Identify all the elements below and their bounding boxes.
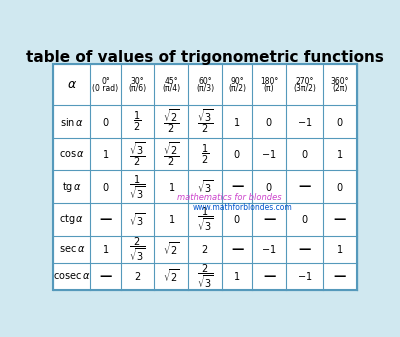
Text: www.mathforblondes.com: www.mathforblondes.com — [192, 203, 292, 212]
Text: $\sqrt{2}$: $\sqrt{2}$ — [163, 268, 180, 284]
Text: $1$: $1$ — [336, 148, 344, 160]
Text: 60°: 60° — [198, 77, 212, 86]
Text: —: — — [334, 213, 346, 226]
Text: —: — — [99, 213, 112, 226]
Text: $0$: $0$ — [233, 213, 241, 225]
Text: $0$: $0$ — [301, 213, 308, 225]
Text: (3π/2): (3π/2) — [293, 84, 316, 93]
Text: —: — — [334, 270, 346, 282]
Text: $1$: $1$ — [168, 181, 175, 193]
Text: $\sqrt{2}$: $\sqrt{2}$ — [163, 241, 180, 257]
Text: $\sin\alpha$: $\sin\alpha$ — [60, 116, 84, 128]
Text: $0$: $0$ — [102, 181, 109, 193]
Text: $\dfrac{1}{\sqrt{3}}$: $\dfrac{1}{\sqrt{3}}$ — [197, 206, 213, 233]
Text: $0$: $0$ — [265, 116, 273, 128]
Text: $\dfrac{2}{\sqrt{3}}$: $\dfrac{2}{\sqrt{3}}$ — [129, 235, 146, 263]
Text: $0$: $0$ — [233, 148, 241, 160]
Text: $\cos\alpha$: $\cos\alpha$ — [58, 149, 85, 159]
Bar — [53, 64, 357, 289]
Text: $1$: $1$ — [336, 243, 344, 255]
Text: $\mathrm{cosec}\,\alpha$: $\mathrm{cosec}\,\alpha$ — [53, 271, 90, 281]
Text: $\dfrac{\sqrt{3}}{2}$: $\dfrac{\sqrt{3}}{2}$ — [197, 108, 213, 135]
Text: $0$: $0$ — [102, 116, 109, 128]
Text: 30°: 30° — [131, 77, 144, 86]
Text: $2$: $2$ — [201, 243, 209, 255]
Text: $1$: $1$ — [234, 116, 241, 128]
Text: 0°: 0° — [101, 77, 110, 86]
Text: $\mathrm{ctg}\,\alpha$: $\mathrm{ctg}\,\alpha$ — [59, 212, 84, 226]
Text: $2$: $2$ — [134, 270, 141, 282]
Text: $\dfrac{1}{2}$: $\dfrac{1}{2}$ — [133, 110, 142, 133]
Text: —: — — [263, 270, 275, 282]
Text: $1$: $1$ — [168, 213, 175, 225]
Text: $-1$: $-1$ — [297, 270, 312, 282]
Text: $1$: $1$ — [102, 243, 109, 255]
Text: (π): (π) — [264, 84, 274, 93]
Text: $\mathrm{tg}\,\alpha$: $\mathrm{tg}\,\alpha$ — [62, 180, 82, 194]
Text: $\dfrac{1}{2}$: $\dfrac{1}{2}$ — [201, 143, 209, 166]
Text: $\alpha$: $\alpha$ — [67, 78, 77, 91]
Text: (2π): (2π) — [332, 84, 348, 93]
Text: —: — — [298, 180, 311, 193]
Text: $0$: $0$ — [265, 181, 273, 193]
Text: (π/6): (π/6) — [128, 84, 146, 93]
Text: $\sqrt{3}$: $\sqrt{3}$ — [129, 211, 146, 228]
Text: 270°: 270° — [295, 77, 314, 86]
Text: $0$: $0$ — [336, 181, 344, 193]
Text: 180°: 180° — [260, 77, 278, 86]
Text: $\sqrt{3}$: $\sqrt{3}$ — [197, 179, 213, 195]
Text: (π/4): (π/4) — [162, 84, 180, 93]
Text: mathematics for blondes: mathematics for blondes — [178, 193, 282, 202]
Text: $\sec\alpha$: $\sec\alpha$ — [58, 244, 85, 254]
Text: $-1$: $-1$ — [297, 116, 312, 128]
Text: $1$: $1$ — [234, 270, 241, 282]
Text: $0$: $0$ — [336, 116, 344, 128]
Text: —: — — [231, 243, 243, 256]
Text: $-1$: $-1$ — [262, 243, 277, 255]
Text: 90°: 90° — [230, 77, 244, 86]
Text: $\dfrac{\sqrt{2}}{2}$: $\dfrac{\sqrt{2}}{2}$ — [163, 141, 180, 168]
Text: (π/3): (π/3) — [196, 84, 214, 93]
Text: —: — — [263, 213, 275, 226]
Text: $\dfrac{2}{\sqrt{3}}$: $\dfrac{2}{\sqrt{3}}$ — [197, 262, 213, 290]
Text: (0 rad): (0 rad) — [92, 84, 118, 93]
Text: $\dfrac{\sqrt{3}}{2}$: $\dfrac{\sqrt{3}}{2}$ — [129, 141, 146, 168]
Text: (π/2): (π/2) — [228, 84, 246, 93]
Text: $0$: $0$ — [301, 148, 308, 160]
Text: —: — — [298, 243, 311, 256]
Text: table of values of trigonometric functions: table of values of trigonometric functio… — [26, 50, 384, 64]
Text: —: — — [99, 270, 112, 282]
Text: 360°: 360° — [331, 77, 349, 86]
Text: $\dfrac{1}{\sqrt{3}}$: $\dfrac{1}{\sqrt{3}}$ — [129, 173, 146, 201]
Text: $-1$: $-1$ — [262, 148, 277, 160]
Text: 45°: 45° — [164, 77, 178, 86]
Text: $\dfrac{\sqrt{2}}{2}$: $\dfrac{\sqrt{2}}{2}$ — [163, 108, 180, 135]
Text: —: — — [231, 180, 243, 193]
Text: $1$: $1$ — [102, 148, 109, 160]
